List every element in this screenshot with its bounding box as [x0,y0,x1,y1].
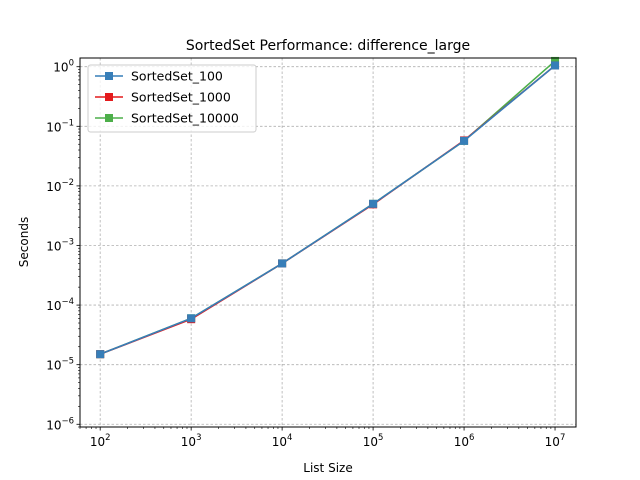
series-line-sortedset-100 [99,64,556,355]
data-point-sortedset-100 [278,259,287,268]
y-tick-label: 10−6 [46,416,74,432]
y-tick-label-base: 10 [46,299,61,313]
x-tick-label: 103 [181,433,202,449]
data-point-sortedset-10000 [551,56,560,65]
x-tick-label-exponent: 7 [560,433,565,443]
y-tick-label-exponent: −1 [61,118,74,128]
series [96,56,560,359]
data-point-sortedset-100 [551,61,560,70]
y-tick-label: 100 [53,59,74,75]
x-tick-label-exponent: 2 [105,433,110,443]
x-tick-label-exponent: 5 [378,433,383,443]
x-tick-label-exponent: 6 [469,433,474,443]
y-tick-label-base: 10 [46,359,61,373]
data-point-sortedset-100 [369,199,378,208]
x-tick-label: 104 [272,433,293,449]
x-tick-label-base: 10 [181,435,196,449]
plot-frame [79,57,577,428]
data-point-sortedset-100 [187,314,196,323]
y-tick-label-exponent: −6 [61,416,74,426]
y-tick-label: 10−1 [46,118,74,134]
x-tick-label-exponent: 4 [287,433,292,443]
legend-label: SortedSet_100 [131,69,223,84]
y-tick-label-base: 10 [46,418,61,432]
y-tick-label-exponent: −5 [61,357,74,367]
legend-label: SortedSet_10000 [131,111,239,126]
y-tick-label-base: 10 [46,120,61,134]
y-tick-label-base: 10 [46,239,61,253]
series-sortedset-100 [96,61,560,359]
y-tick-label-exponent: −3 [61,237,74,247]
legend: SortedSet_100 SortedSet_1000 SortedSet_100… [87,64,257,133]
x-tick-label-base: 10 [545,435,560,449]
legend-label: SortedSet_1000 [131,90,231,105]
x-tick-label-base: 10 [272,435,287,449]
x-tick-label: 106 [454,433,475,449]
legend-marker [105,114,113,122]
y-tick-label: 10−5 [46,357,74,373]
x-axis-label: List Size [303,461,352,475]
x-tick-label-base: 10 [363,435,378,449]
x-tick-label: 107 [545,433,566,449]
y-axis-label: Seconds [17,217,31,267]
chart-title: SortedSet Performance: difference_large [186,38,470,54]
data-point-sortedset-100 [460,136,469,145]
x-ticks: 102 103 104 105 106 107 [79,427,566,449]
x-tick-label-exponent: 3 [196,433,201,443]
x-tick-label: 105 [363,433,384,449]
y-tick-label: 10−2 [46,178,74,194]
legend-marker [105,72,113,80]
legend-marker [105,93,113,101]
y-tick-label-exponent: −4 [61,297,74,307]
legend-box [87,64,257,133]
data-point-sortedset-100 [96,350,105,359]
x-tick-label-base: 10 [454,435,469,449]
x-tick-label: 102 [90,433,111,449]
y-tick-label-exponent: −2 [61,178,74,188]
x-tick-label-base: 10 [90,435,105,449]
y-tick-label: 10−3 [46,237,74,253]
y-tick-label-base: 10 [53,61,68,75]
y-tick-label: 10−4 [46,297,74,313]
y-tick-label-exponent: 0 [69,59,74,69]
y-tick-label-base: 10 [46,180,61,194]
